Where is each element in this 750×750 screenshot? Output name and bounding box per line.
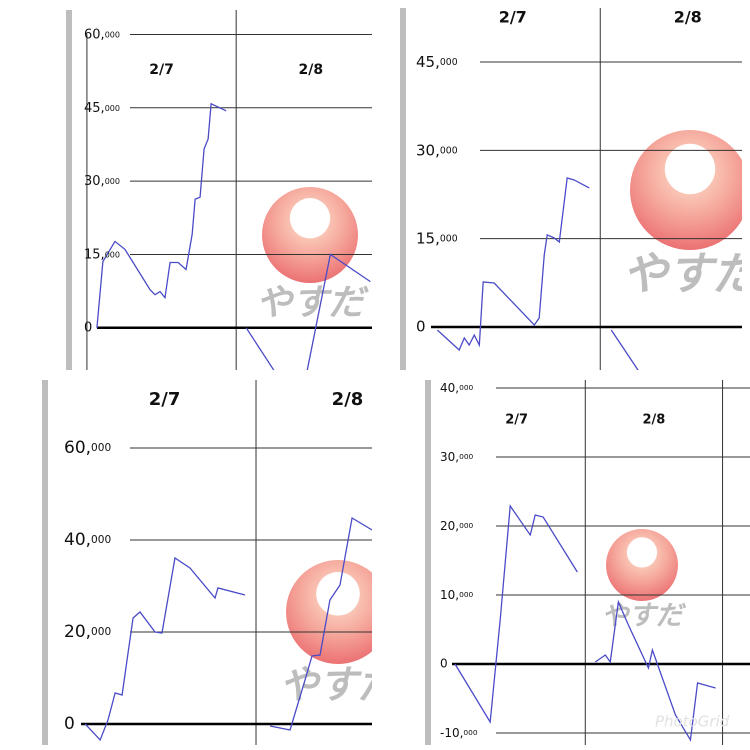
logo-inner	[316, 571, 360, 616]
day-header: 2/8	[674, 8, 702, 27]
day-header: 2/7	[499, 8, 527, 27]
y-tick-label: 0	[84, 320, 92, 335]
series-line	[594, 599, 716, 742]
y-tick-label: 40,000	[440, 381, 474, 395]
series-line	[245, 327, 275, 370]
y-tick-label: 30,000	[84, 174, 120, 189]
panel: やすだ 2/7 2/8 0 15,000 30,000 45,000 60,000	[66, 10, 372, 370]
y-tick-label: 10,000	[440, 587, 474, 601]
plot-area: やすだ	[81, 380, 402, 745]
day-header: 2/7	[149, 62, 174, 78]
day-header: 2/8	[299, 62, 324, 78]
y-tick-label: 60,000	[64, 438, 111, 458]
day-header: 2/7	[149, 389, 181, 410]
series-line	[436, 177, 590, 352]
series-line	[269, 516, 372, 731]
plot-area: やすだ	[86, 10, 372, 370]
series-line	[96, 102, 227, 328]
logo-inner	[664, 143, 716, 195]
logo-text: やすだ	[256, 283, 369, 324]
series-line	[306, 253, 371, 370]
panel: やすだ 2/7 2/8 -10,000 0 10,000 20,000 30,000 40,00…	[425, 380, 750, 745]
panel: やすだ 2/7 2/8 0 15,000 30,000 45,000	[400, 8, 750, 370]
y-tick-label: 60,000	[84, 27, 120, 42]
y-tick-label: 30,000	[440, 450, 474, 464]
y-tick-label: 0	[440, 656, 448, 670]
logo-text: やすだ	[622, 247, 750, 300]
y-tick-label: 45,000	[416, 53, 458, 71]
series-line	[454, 504, 578, 725]
panel: やすだ 2/7 2/8 0 20,000 40,000 60,000	[42, 380, 402, 745]
y-tick-label: 45,000	[84, 100, 120, 115]
panel-bar	[42, 380, 48, 745]
day-header: 2/8	[332, 389, 364, 410]
series-line	[610, 329, 639, 370]
day-header: 2/7	[505, 413, 528, 428]
plot-area: やすだ	[452, 380, 750, 745]
y-tick-label: 20,000	[64, 622, 111, 642]
watermark: PhotoGrid	[655, 713, 730, 731]
y-tick-label: 0	[64, 714, 75, 734]
logo-text: やすだ	[602, 601, 687, 632]
panel-bar	[425, 380, 431, 745]
y-tick-label: 15,000	[416, 229, 458, 247]
y-tick-label: 15,000	[84, 247, 120, 262]
panel-bar	[66, 10, 72, 370]
logo-text: やすだ	[279, 663, 402, 708]
plot-area: やすだ	[431, 8, 750, 370]
y-tick-label: 20,000	[440, 519, 474, 533]
y-tick-label: 0	[416, 318, 426, 336]
day-header: 2/8	[642, 413, 665, 428]
series-line	[84, 556, 246, 742]
panel-bar	[400, 8, 406, 370]
y-tick-label: 40,000	[64, 530, 111, 550]
logo-inner	[289, 198, 331, 239]
y-tick-label: -10,000	[440, 725, 478, 739]
logo-inner	[626, 537, 658, 568]
y-tick-label: 30,000	[416, 141, 458, 159]
